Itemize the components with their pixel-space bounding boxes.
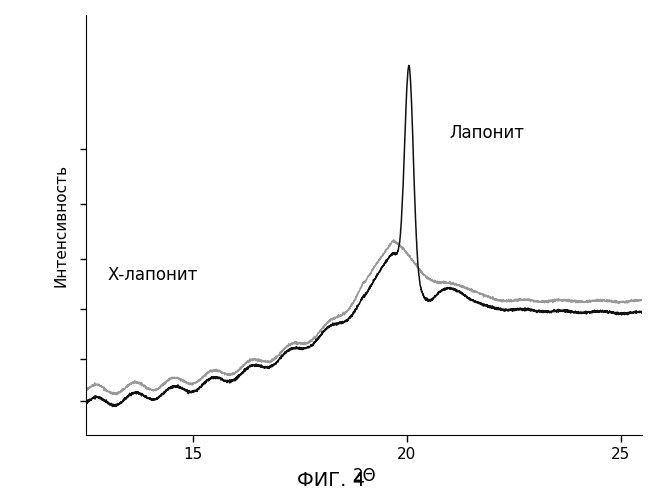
Text: ФИГ. 4: ФИГ. 4 [297, 471, 365, 490]
Y-axis label: Интенсивность: Интенсивность [54, 164, 69, 286]
X-axis label: 2Θ: 2Θ [352, 468, 376, 485]
Text: Лапонит: Лапонит [449, 124, 525, 142]
Text: Х-лапонит: Х-лапонит [107, 266, 198, 284]
